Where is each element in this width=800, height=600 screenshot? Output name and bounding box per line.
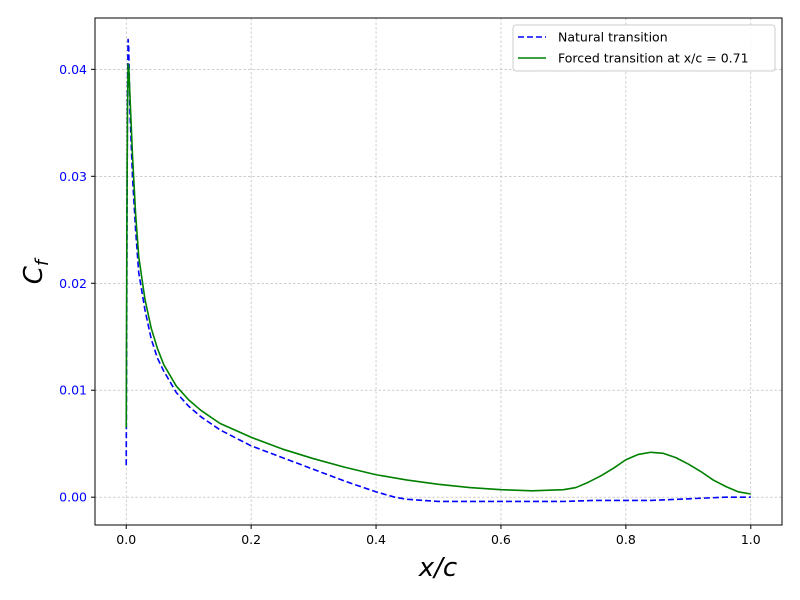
y-tick-label: 0.04 xyxy=(59,62,87,77)
y-axis-label-main: C xyxy=(19,265,49,284)
legend: Natural transition Forced transition at … xyxy=(512,24,776,72)
legend-box xyxy=(512,24,776,72)
series-layer xyxy=(125,38,751,503)
y-tick-label: 0.03 xyxy=(59,169,87,184)
x-tick-label: 0.8 xyxy=(616,532,636,547)
x-tick-label: 0.4 xyxy=(366,532,386,547)
series-line-forced xyxy=(125,63,751,495)
y-tick-label: 0.02 xyxy=(59,276,87,291)
grid xyxy=(95,18,782,525)
legend-label-forced: Forced transition at x/c = 0.71 xyxy=(558,51,749,66)
y-axis-label-sub: f xyxy=(32,257,53,266)
y-tick-label: 0.01 xyxy=(59,383,87,398)
x-tick-label: 0.0 xyxy=(116,532,136,547)
ticks: 0.0 0.2 0.4 0.6 0.8 1.0 0.00 0.01 0.02 0.03 0.04 xyxy=(59,62,761,547)
x-axis-label: x/c xyxy=(418,553,457,583)
x-tick-label: 0.2 xyxy=(241,532,261,547)
x-tick-label: 0.6 xyxy=(491,532,511,547)
svg-text:Cf: Cf xyxy=(19,257,53,284)
legend-label-natural: Natural transition xyxy=(558,30,668,45)
y-axis-label: Cf xyxy=(19,257,53,284)
plot-frame xyxy=(94,17,783,526)
x-tick-label: 1.0 xyxy=(741,532,761,547)
series-line-natural xyxy=(125,38,751,503)
y-tick-label: 0.00 xyxy=(59,490,87,505)
